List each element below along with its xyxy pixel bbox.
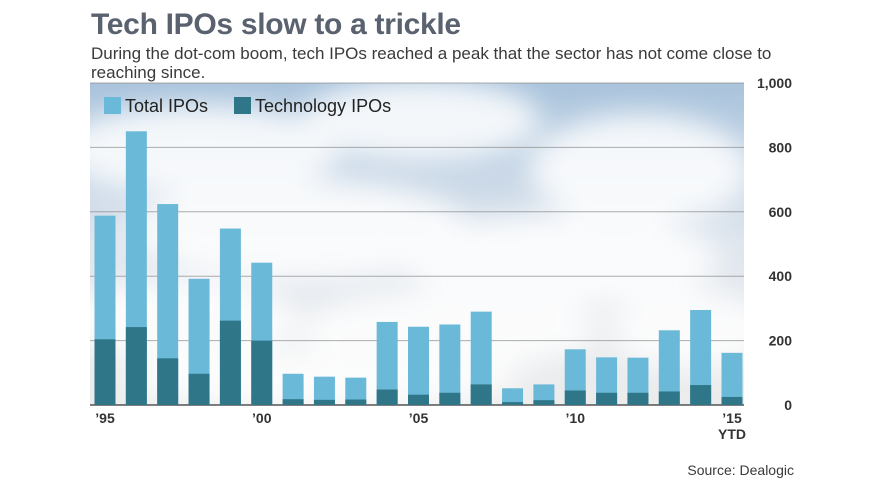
bar-technology-ipos	[564, 390, 586, 405]
x-tick-sublabel: YTD	[718, 426, 746, 442]
bar-technology-ipos	[627, 392, 649, 405]
chart-title: Tech IPOs slow to a trickle	[91, 8, 461, 41]
bar-technology-ipos	[721, 396, 743, 405]
legend-label-total: Total IPOs	[125, 96, 208, 116]
bar-total-ipos	[721, 352, 743, 405]
x-tick-label: ’10	[566, 410, 586, 426]
bar-technology-ipos	[658, 391, 680, 405]
legend: Total IPOs Technology IPOs	[104, 96, 391, 116]
bar-technology-ipos	[125, 327, 147, 405]
bar-total-ipos	[470, 311, 492, 405]
chart-subtitle: During the dot-com boom, tech IPOs reach…	[91, 44, 772, 82]
y-tick-label: 1,000	[757, 75, 792, 91]
bar-technology-ipos	[439, 392, 461, 405]
y-tick-label: 800	[769, 139, 793, 155]
y-tick-label: 400	[769, 268, 793, 284]
bar-total-ipos	[502, 388, 524, 405]
bar-technology-ipos	[345, 399, 367, 405]
bar-technology-ipos	[94, 339, 116, 405]
bar-total-ipos	[282, 373, 304, 405]
bar-total-ipos	[408, 326, 429, 405]
bar-technology-ipos	[157, 358, 179, 405]
legend-swatch-total	[104, 97, 121, 114]
bar-technology-ipos	[470, 384, 492, 405]
bar-technology-ipos	[282, 399, 304, 405]
bar-total-ipos	[658, 330, 680, 405]
bar-total-ipos	[376, 321, 398, 405]
bars	[94, 131, 743, 406]
bar-technology-ipos	[376, 389, 398, 405]
y-tick-label: 600	[769, 204, 793, 220]
x-tick-label: ’95	[95, 410, 115, 426]
bar-technology-ipos	[251, 340, 273, 405]
x-tick-label: ’00	[252, 410, 272, 426]
bar-total-ipos	[533, 384, 555, 405]
bar-technology-ipos	[188, 373, 210, 405]
y-axis: 0 200 400 600 800 1,000	[757, 75, 792, 413]
x-tick-label: ’15	[722, 410, 742, 426]
bar-total-ipos	[439, 324, 461, 405]
x-tick-label: ’05	[409, 410, 429, 426]
bar-total-ipos	[313, 376, 335, 405]
bar-technology-ipos	[219, 320, 241, 405]
bar-technology-ipos	[313, 399, 335, 405]
bar-total-ipos	[157, 204, 179, 405]
bar-technology-ipos	[596, 392, 618, 405]
source-note: Source: Dealogic	[687, 462, 794, 478]
bar-technology-ipos	[502, 402, 524, 405]
y-tick-label: 0	[784, 397, 792, 413]
bar-technology-ipos	[533, 400, 555, 405]
legend-label-tech: Technology IPOs	[255, 96, 391, 116]
legend-swatch-tech	[234, 97, 251, 114]
bar-total-ipos	[690, 310, 712, 405]
bar-technology-ipos	[408, 394, 429, 405]
bar-technology-ipos	[690, 385, 712, 405]
y-tick-label: 200	[769, 333, 793, 349]
bar-total-ipos	[345, 377, 367, 405]
bar-total-ipos	[188, 278, 210, 405]
